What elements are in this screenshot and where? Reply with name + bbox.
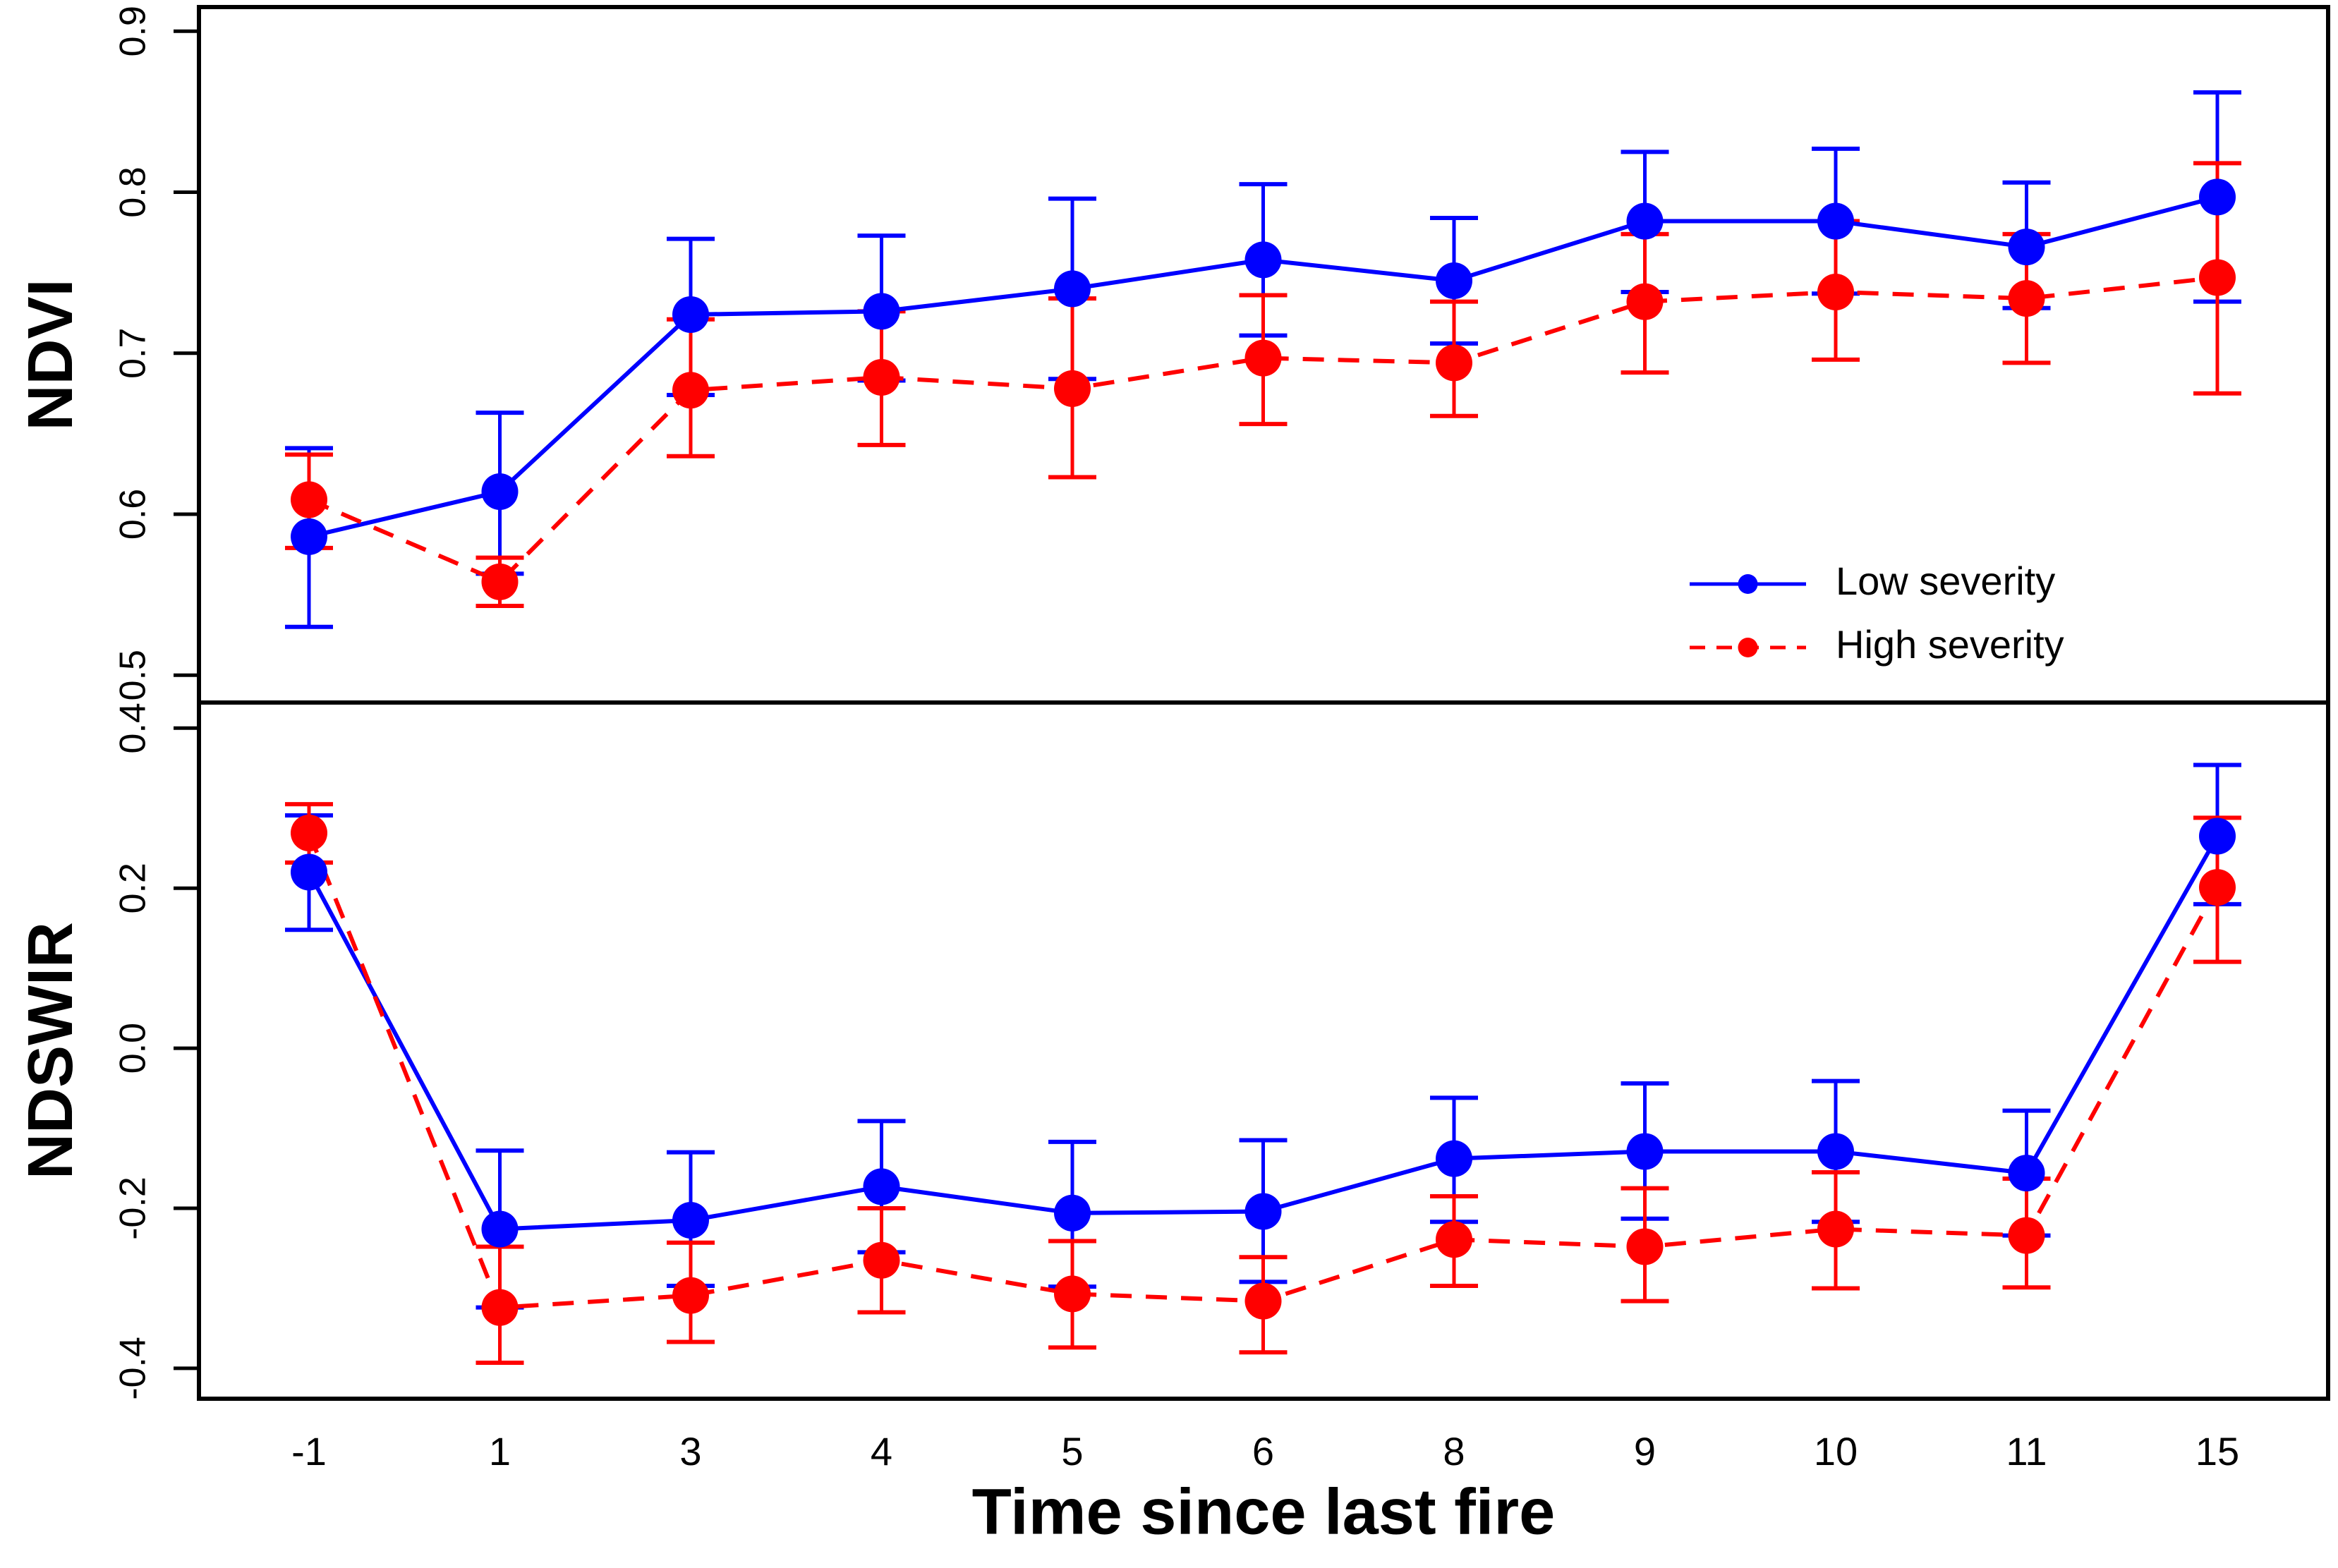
data-point-low-severity [2199, 178, 2236, 216]
data-point-high-severity [481, 563, 519, 600]
data-point-low-severity [1817, 1133, 1854, 1170]
data-point-low-severity [291, 853, 327, 891]
legend-marker-high-severity [1738, 638, 1758, 657]
y-tick-label-top: 0.5 [113, 650, 154, 700]
data-point-high-severity [672, 1277, 709, 1314]
y-axis-title-top: NDVI [16, 279, 86, 430]
data-point-high-severity [1244, 1282, 1282, 1320]
data-point-high-severity [672, 372, 709, 409]
y-tick-label-top: 0.9 [113, 6, 154, 56]
data-point-high-severity [1054, 1275, 1091, 1313]
panel-box-bottom [197, 700, 2330, 1401]
data-point-low-severity [1244, 1193, 1282, 1230]
data-point-low-severity [2199, 818, 2236, 855]
x-tick-label: 11 [2006, 1429, 2047, 1473]
data-point-low-severity [1244, 241, 1282, 279]
x-tick-label: 8 [1443, 1429, 1465, 1473]
y-tick-label-bottom: -0.4 [113, 1337, 154, 1400]
y-tick-label-top: 0.8 [113, 166, 154, 217]
data-point-low-severity [863, 293, 900, 330]
x-axis-title: Time since last fire [972, 1476, 1556, 1548]
data-point-low-severity [672, 296, 709, 333]
y-tick-label-bottom: -0.2 [113, 1177, 154, 1240]
x-tick-label: 9 [1634, 1429, 1656, 1473]
data-point-high-severity [1626, 1228, 1664, 1265]
data-point-high-severity [1817, 1210, 1854, 1248]
y-tick-label-top: 0.6 [113, 489, 154, 540]
data-point-low-severity [1436, 1140, 1472, 1177]
data-point-low-severity [672, 1202, 709, 1239]
x-tick-label: 3 [679, 1429, 701, 1473]
data-point-low-severity [1054, 270, 1091, 308]
data-point-high-severity [1626, 283, 1664, 320]
y-tick-label-bottom: 0.0 [113, 1023, 154, 1074]
data-point-high-severity [2008, 280, 2045, 317]
data-point-high-severity [481, 1289, 519, 1326]
legend-label: Low severity [1836, 559, 2055, 603]
data-point-low-severity [291, 518, 327, 555]
x-tick-label: -1 [291, 1429, 327, 1473]
data-point-low-severity [481, 1210, 519, 1248]
data-point-low-severity [863, 1168, 900, 1205]
x-tick-label: 1 [489, 1429, 511, 1473]
data-point-high-severity [1244, 339, 1282, 377]
data-point-low-severity [1626, 1133, 1664, 1170]
data-point-low-severity [1626, 202, 1664, 240]
data-point-high-severity [1436, 344, 1472, 382]
data-point-high-severity [863, 358, 900, 396]
y-tick-label-bottom: 0.4 [113, 703, 154, 753]
x-tick-label: 4 [871, 1429, 892, 1473]
series-line-high-severity [308, 275, 2218, 585]
data-point-high-severity [291, 481, 327, 518]
data-point-low-severity [1817, 202, 1854, 240]
data-point-low-severity [2008, 229, 2045, 266]
data-point-high-severity [863, 1241, 900, 1279]
data-point-low-severity [2008, 1155, 2045, 1192]
x-tick-label: 15 [2195, 1429, 2239, 1473]
data-point-high-severity [291, 814, 327, 851]
x-tick-label: 6 [1252, 1429, 1274, 1473]
data-point-low-severity [481, 473, 519, 511]
data-point-high-severity [2199, 259, 2236, 296]
data-point-low-severity [1054, 1194, 1091, 1232]
data-point-high-severity [1817, 273, 1854, 310]
data-point-high-severity [1054, 370, 1091, 407]
y-tick-label-top: 0.7 [113, 328, 154, 379]
y-axis-title-bottom: NDSWIR [16, 922, 86, 1179]
data-point-high-severity [1436, 1221, 1472, 1258]
data-point-high-severity [2008, 1217, 2045, 1254]
legend-label: High severity [1836, 622, 2064, 667]
data-point-low-severity [1436, 262, 1472, 300]
data-point-high-severity [2199, 869, 2236, 906]
legend-marker-low-severity [1738, 574, 1758, 594]
y-tick-label-bottom: 0.2 [113, 863, 154, 913]
x-tick-label: 5 [1061, 1429, 1083, 1473]
x-tick-label: 10 [1814, 1429, 1858, 1473]
